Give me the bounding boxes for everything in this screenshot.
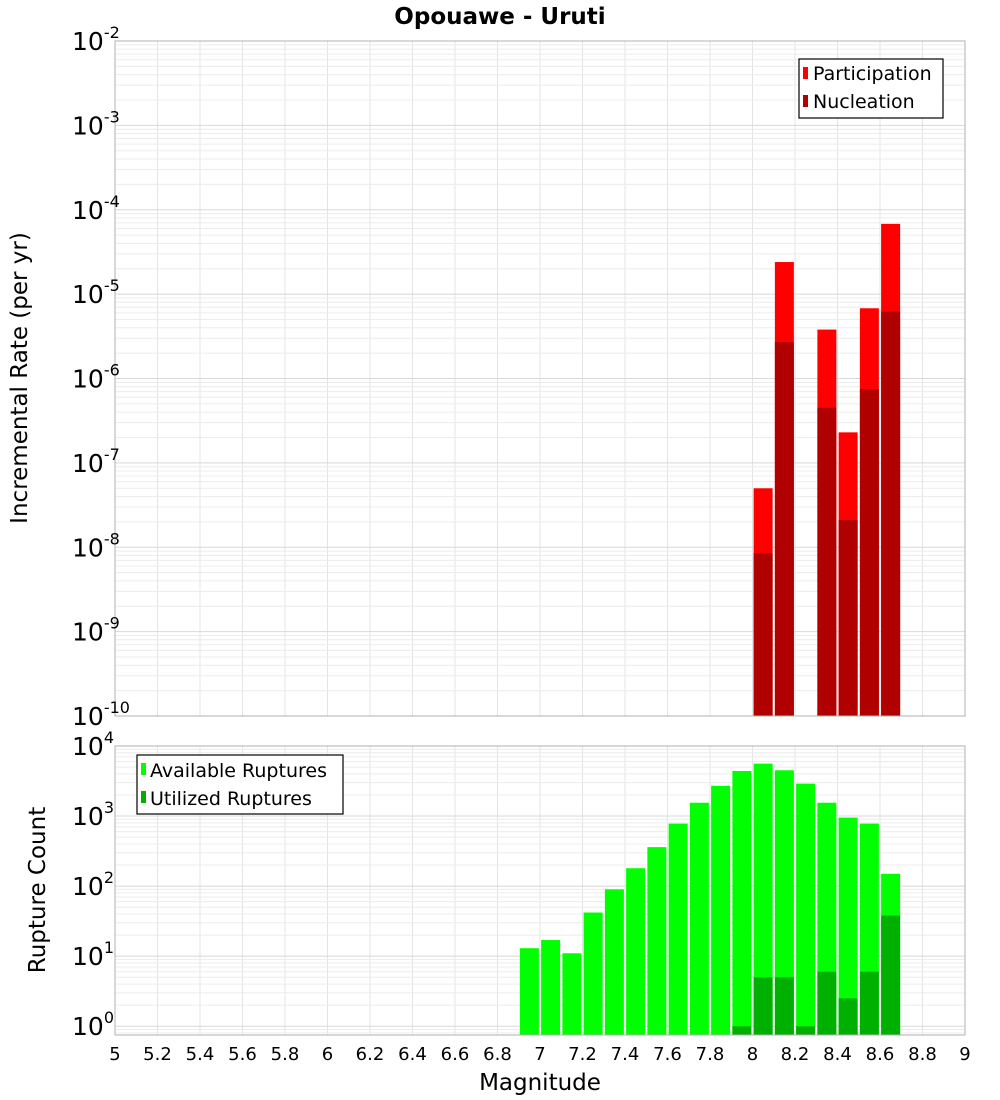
legend-available-label: Available Ruptures [150, 760, 327, 782]
top-y-tick-label: 10-8 [72, 529, 120, 562]
top-y-tick-label: 10-2 [72, 23, 120, 56]
count-b-bar [753, 977, 773, 1035]
rate-b-bar [881, 311, 901, 716]
x-axis-label: Magnitude [479, 1070, 601, 1096]
x-tick-label: 5.2 [143, 1044, 172, 1065]
bottom-y-tick-label: 104 [72, 728, 114, 761]
count-a-bar [838, 817, 858, 1035]
x-tick-label: 5 [109, 1044, 120, 1065]
top-gridlines [114, 41, 966, 717]
x-tick-label: 8 [747, 1044, 758, 1065]
bottom-bars [519, 763, 901, 1035]
top-y-tick-label: 10-7 [72, 445, 120, 478]
x-tick-label: 6 [322, 1044, 333, 1065]
x-tick-label: 7.4 [611, 1044, 640, 1065]
x-tick-label: 5.4 [186, 1044, 215, 1065]
top-y-tick-label: 10-4 [72, 192, 120, 225]
top-bars [753, 223, 901, 716]
chart-title: Opouawe - Uruti [394, 4, 605, 30]
top-plot-border [114, 40, 966, 717]
rate-b-bar [817, 407, 837, 716]
legend-participation-swatch [803, 67, 808, 79]
count-b-bar [732, 1026, 752, 1035]
count-a-bar [519, 948, 539, 1035]
count-a-bar [626, 868, 646, 1035]
legend-utilized-label: Utilized Ruptures [150, 788, 312, 810]
count-a-bar [774, 770, 794, 1035]
x-tick-label: 7.6 [653, 1044, 682, 1065]
count-a-bar [562, 953, 582, 1035]
bottom-legend: Available Ruptures Utilized Ruptures [136, 754, 344, 815]
count-a-bar [689, 802, 709, 1035]
rate-b-bar [838, 520, 858, 716]
count-a-bar [541, 940, 561, 1035]
bottom-y-ticks: 104 103 102 101 100 [72, 728, 114, 1041]
bottom-y-tick-label: 103 [72, 798, 114, 831]
x-tick-label: 6.6 [441, 1044, 470, 1065]
legend-participation-label: Participation [813, 63, 932, 85]
top-y-axis-label: Incremental Rate (per yr) [7, 232, 33, 524]
top-legend: Participation Nucleation [798, 58, 944, 119]
x-tick-label: 7.8 [696, 1044, 725, 1065]
count-b-bar [817, 971, 837, 1035]
x-tick-label: 8.6 [866, 1044, 895, 1065]
bottom-y-tick-label: 100 [72, 1008, 114, 1041]
top-y-tick-label: 10-5 [72, 276, 120, 309]
bottom-panel: 104 103 102 101 100 5 5.2 5.4 5.6 5.8 6 6.2 6.4 6.6 6… [25, 728, 971, 1096]
x-tick-label: 6.8 [483, 1044, 512, 1065]
x-tick-label: 9 [959, 1044, 970, 1065]
count-a-bar [583, 912, 603, 1035]
legend-nucleation-label: Nucleation [813, 91, 915, 113]
top-panel: 10-2 10-3 10-4 10-5 10-6 10-7 10-8 10-9 10-10 In… [7, 23, 966, 731]
x-tick-label: 8.4 [823, 1044, 852, 1065]
count-a-bar [604, 889, 624, 1035]
x-tick-label: 8.2 [781, 1044, 810, 1065]
top-y-tick-label: 10-6 [72, 361, 120, 394]
bottom-plot-border [114, 745, 966, 1036]
x-tick-label: 8.8 [908, 1044, 937, 1065]
x-tick-label: 7.2 [568, 1044, 597, 1065]
count-b-bar [774, 977, 794, 1035]
rate-b-bar [753, 553, 773, 716]
count-a-bar [753, 763, 773, 1035]
x-tick-label: 5.6 [228, 1044, 257, 1065]
top-y-ticks: 10-2 10-3 10-4 10-5 10-6 10-7 10-8 10-9 10-10 [72, 23, 130, 731]
x-tick-label: 5.8 [271, 1044, 300, 1065]
x-tick-label: 7 [534, 1044, 545, 1065]
count-a-bar [732, 770, 752, 1035]
count-a-bar [668, 823, 688, 1035]
rate-b-bar [774, 342, 794, 716]
count-a-bar [647, 847, 667, 1035]
top-y-tick-label: 10-9 [72, 614, 120, 647]
bottom-y-tick-label: 102 [72, 868, 114, 901]
x-tick-label: 6.2 [356, 1044, 385, 1065]
count-a-bar [796, 783, 816, 1035]
x-ticks: 5 5.2 5.4 5.6 5.8 6 6.2 6.4 6.6 6.8 7 7.2 7.4 7.6 7.8 8… [109, 1044, 970, 1065]
x-tick-label: 6.4 [398, 1044, 427, 1065]
top-y-tick-label: 10-10 [72, 698, 130, 731]
legend-nucleation-swatch [803, 95, 808, 107]
bottom-y-axis-label: Rupture Count [25, 807, 51, 973]
bottom-y-tick-label: 101 [72, 938, 114, 971]
count-b-bar [881, 915, 901, 1035]
legend-utilized-swatch [141, 791, 146, 803]
legend-available-swatch [141, 763, 146, 775]
count-b-bar [838, 998, 858, 1035]
top-y-tick-label: 10-3 [72, 107, 120, 140]
count-a-bar [711, 785, 731, 1035]
count-b-bar [796, 1026, 816, 1035]
rate-b-bar [859, 389, 879, 716]
count-b-bar [859, 971, 879, 1035]
